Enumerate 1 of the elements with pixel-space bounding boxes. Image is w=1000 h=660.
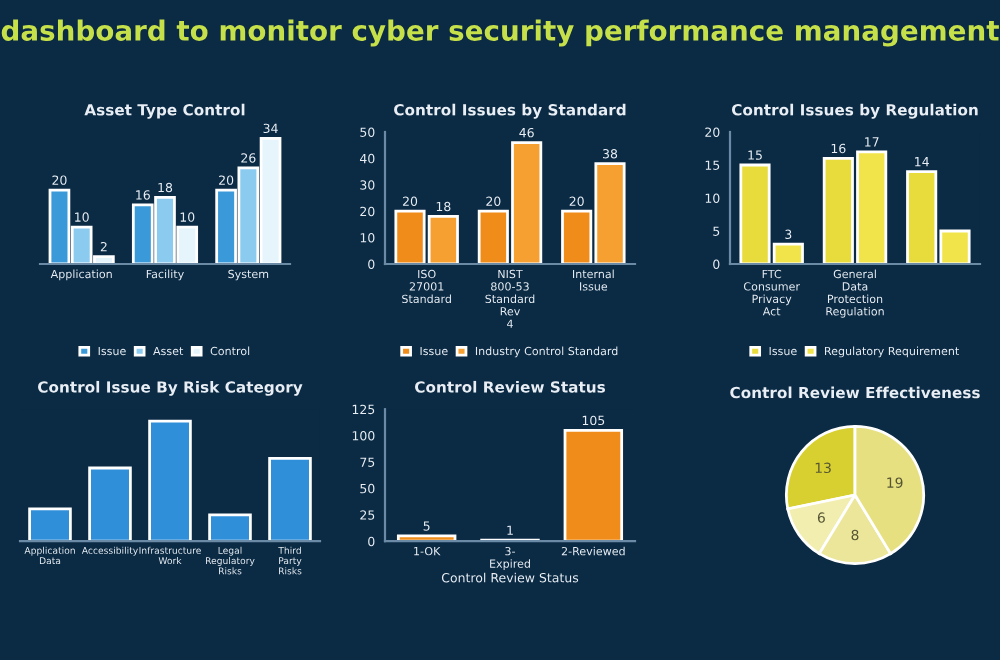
text: dashboard to monitor cyber security performance management bbox=[1, 19, 999, 47]
